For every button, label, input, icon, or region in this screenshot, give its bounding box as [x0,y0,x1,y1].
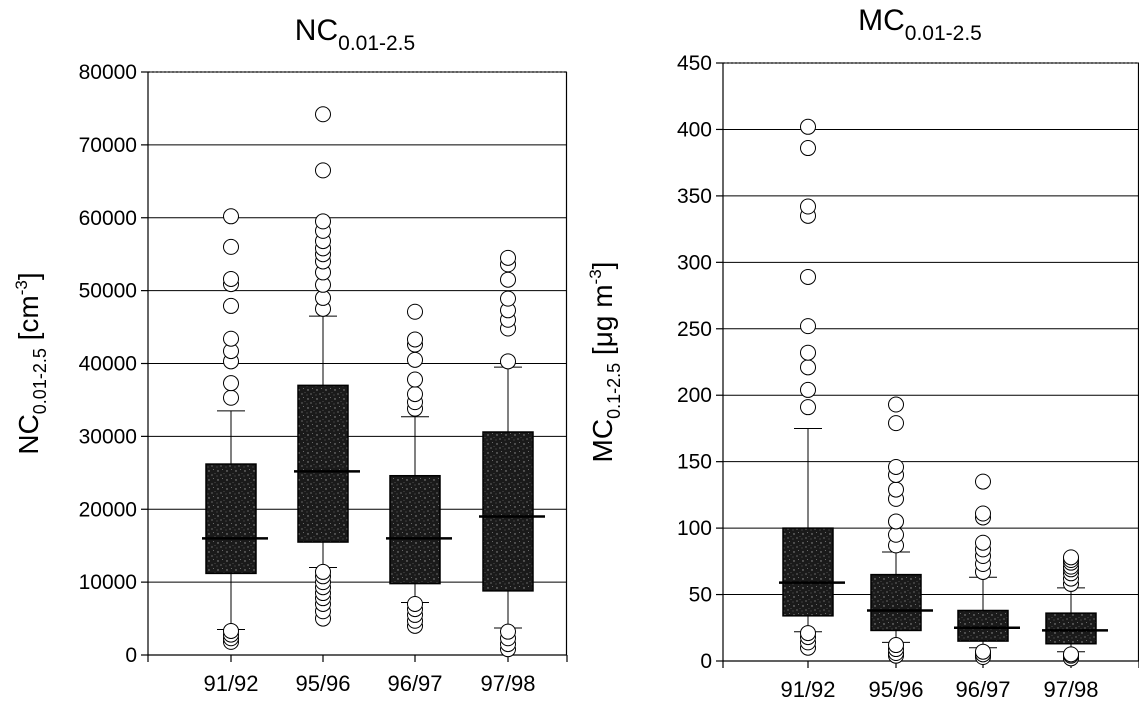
outlier-point [800,381,816,398]
chart-title: NC0.01-2.5 [295,14,415,55]
outlier-point [1063,646,1079,663]
outlier-point [223,330,239,347]
y-tick-label: 80000 [79,61,137,84]
outlier-point [315,563,331,580]
iqr-box [1045,612,1097,645]
x-tick-label: 97/98 [480,671,535,696]
outlier-point [800,268,816,285]
chart-panel-2: MC0.01-2.5 0 50 100 150 200 250 300 350 400 450 91/… [586,4,1139,702]
x-tick-label: 96/97 [955,677,1010,702]
y-axis-label: MC0.1-2.5 [μg m-3] [586,262,624,463]
y-tick-label: 60000 [79,207,137,230]
x-tick-label: 96/97 [387,671,442,696]
outlier-point [888,513,904,530]
outlier-point [975,643,991,660]
outlier-point [800,359,816,376]
outlier-point [975,473,991,490]
y-tick-label: 100 [677,517,712,540]
box-97-98 [479,249,545,658]
y-tick-label: 50 [689,584,712,607]
iqr-box [297,384,349,543]
outlier-point [223,389,239,406]
outlier-point [223,208,239,225]
x-tick-label: 95/96 [868,677,923,702]
outlier-point [800,399,816,416]
outlier-point [888,396,904,413]
outlier-point [315,213,331,230]
outlier-point [407,595,423,612]
iqr-box [870,573,922,632]
y-tick-label: 20000 [79,498,137,521]
outlier-point [800,198,816,215]
outlier-point [407,371,423,388]
outlier-point [888,415,904,432]
outlier-point [407,351,423,368]
iqr-box [205,463,257,575]
y-axis-label: NC0.01-2.5 [cm-3] [12,272,50,454]
y-tick-label: 300 [677,251,712,274]
iqr-box [957,609,1009,642]
y-tick-label: 40000 [79,353,137,376]
chart-panel-1: NC0.01-2.5 0 10000 20000 30000 40000 50000 6000… [12,14,568,696]
chart-title: MC0.01-2.5 [858,4,982,45]
outlier-point [223,297,239,314]
x-tick-label: 91/92 [780,677,835,702]
outlier-point [800,118,816,135]
y-tick-label: 450 [677,52,712,75]
outlier-point [500,623,516,640]
outlier-point [888,637,904,654]
y-tick-label: 200 [677,384,712,407]
gridlines [723,62,1139,596]
y-tick-label: 250 [677,318,712,341]
box-96-97 [954,473,1020,666]
outlier-point [315,162,331,179]
outlier-point [888,526,904,543]
x-tick-label: 97/98 [1043,677,1098,702]
outlier-point [975,534,991,551]
y-tick-label: 0 [700,650,712,673]
y-tick-label: 70000 [79,134,137,157]
outlier-point [223,622,239,639]
y-tick-label: 150 [677,451,712,474]
outlier-point [407,331,423,348]
box-91-92 [202,208,268,650]
outlier-point [500,271,516,288]
y-tick-label: 0 [125,644,137,667]
outlier-point [800,344,816,361]
x-tick-label: 91/92 [203,671,258,696]
box-95-96 [294,106,360,627]
iqr-box [782,527,834,617]
x-tick-label: 95/96 [295,671,350,696]
y-tick-label: 350 [677,185,712,208]
outlier-point [800,318,816,335]
outlier-point [315,106,331,123]
outlier-point [407,386,423,403]
outlier-point [500,249,516,266]
box-91-92 [779,118,845,656]
outlier-point [888,481,904,498]
y-tick-label: 30000 [79,425,137,448]
outlier-point [500,290,516,307]
iqr-box [482,431,534,592]
outlier-point [975,505,991,522]
y-tick-label: 50000 [79,280,137,303]
box-95-96 [867,396,933,664]
outlier-point [888,458,904,475]
outlier-point [800,625,816,642]
box-96-97 [386,303,452,634]
axes [141,71,568,662]
y-tick-label: 400 [677,118,712,141]
outlier-point [407,303,423,320]
box-97-98 [1042,549,1108,667]
outlier-point [223,270,239,287]
outlier-point [800,140,816,157]
outlier-point [1063,549,1079,566]
iqr-box [389,474,441,585]
outlier-point [223,375,239,392]
y-tick-label: 10000 [79,571,137,594]
outlier-point [223,238,239,255]
outlier-point [500,353,516,370]
